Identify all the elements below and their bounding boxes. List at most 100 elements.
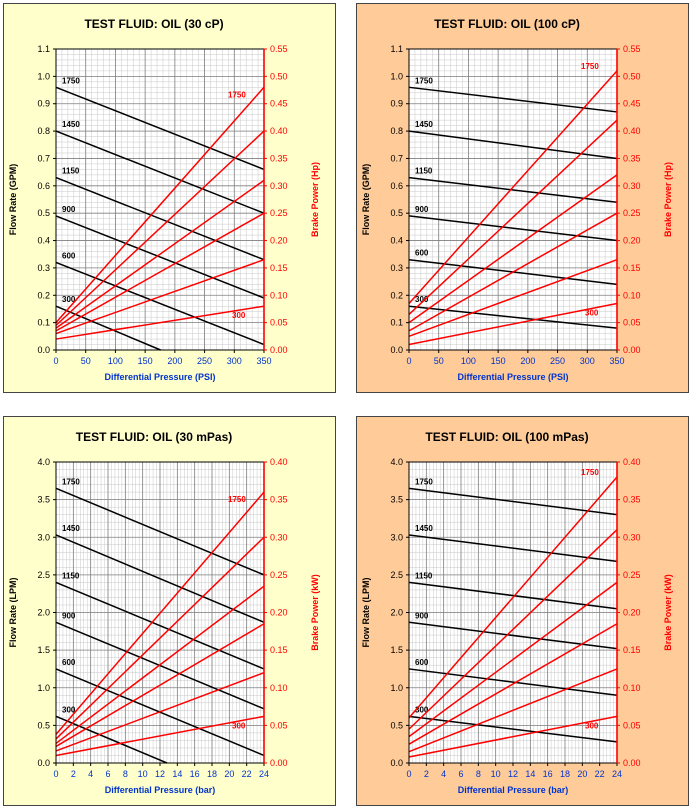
y2-tick-label: 0.30 <box>270 532 288 542</box>
y2-tick-label: 0.10 <box>623 683 641 693</box>
x-tick-label: 20 <box>577 769 587 779</box>
flow-label-1450: 1450 <box>62 120 80 129</box>
power-label-1750: 1750 <box>228 90 246 99</box>
flow-label-1750: 1750 <box>415 76 433 85</box>
y-axis-label: Flow Rate (LPM) <box>8 578 18 648</box>
flow-line-1450 <box>408 534 618 563</box>
y-tick-label: 2.5 <box>37 570 50 580</box>
x-axis-label: Differential Pressure (PSI) <box>104 372 215 382</box>
x-tick-label: 24 <box>259 769 269 779</box>
power-line-1450 <box>408 119 618 315</box>
y2-tick-label: 0.35 <box>270 153 288 163</box>
y2-tick-label: 0.45 <box>270 99 288 109</box>
power-line-900 <box>55 623 265 748</box>
y-tick-label: 1.1 <box>37 44 50 54</box>
x-tick-label: 0 <box>53 356 58 366</box>
flow-label-300: 300 <box>415 295 429 304</box>
power-line-1150 <box>55 179 265 329</box>
y-tick-label: 0.9 <box>390 99 403 109</box>
flow-line-300 <box>408 305 618 329</box>
y-tick-label: 0.4 <box>37 236 50 246</box>
y2-tick-label: 0.40 <box>623 126 641 136</box>
power-label-1750: 1750 <box>581 468 599 477</box>
x-tick-label: 16 <box>543 769 553 779</box>
power-line-300 <box>55 305 265 340</box>
flow-label-900: 900 <box>415 205 429 214</box>
y2-tick-label: 0.35 <box>623 495 641 505</box>
y-tick-label: 2.5 <box>390 570 403 580</box>
flow-line-1450 <box>408 130 618 160</box>
x-tick-label: 20 <box>224 769 234 779</box>
x-tick-label: 350 <box>609 356 624 366</box>
power-line-600 <box>55 671 265 752</box>
y-tick-label: 0.4 <box>390 236 403 246</box>
y-tick-label: 0.2 <box>37 290 50 300</box>
power-line-1450 <box>55 536 265 740</box>
x-tick-label: 8 <box>476 769 481 779</box>
power-line-1450 <box>408 529 618 730</box>
power-label-1750: 1750 <box>581 62 599 71</box>
x-tick-label: 150 <box>138 356 153 366</box>
y2-tick-label: 0.25 <box>623 570 641 580</box>
flow-label-900: 900 <box>62 611 76 620</box>
y2-tick-label: 0.35 <box>623 153 641 163</box>
flow-label-1750: 1750 <box>415 477 433 486</box>
y2-tick-label: 0.25 <box>270 570 288 580</box>
flow-line-300 <box>408 715 618 743</box>
flow-line-900 <box>408 215 618 242</box>
y2-axis-label: Brake Power (kW) <box>310 574 320 651</box>
flow-label-1750: 1750 <box>62 76 80 85</box>
x-tick-label: 0 <box>406 769 411 779</box>
y2-tick-label: 0.50 <box>623 71 641 81</box>
y-tick-label: 0.2 <box>390 290 403 300</box>
y-tick-label: 1.0 <box>390 71 403 81</box>
y2-axis-label: Brake Power (Hp) <box>310 162 320 237</box>
power-line-1750 <box>408 476 618 719</box>
flow-line-1750 <box>55 86 265 171</box>
flow-label-1150: 1150 <box>415 571 433 580</box>
chart-panel-oil-30mpas: TEST FLUID: OIL (30 mPas) 1750 1450 1150 900… <box>3 416 336 806</box>
x-tick-label: 200 <box>520 356 535 366</box>
chart-title: TEST FLUID: OIL (100 mPas) <box>425 430 588 444</box>
y2-tick-label: 0.40 <box>623 457 641 467</box>
x-tick-label: 6 <box>105 769 110 779</box>
y2-tick-label: 0.10 <box>623 290 641 300</box>
flow-line-300 <box>55 715 168 764</box>
y2-tick-label: 0.20 <box>623 236 641 246</box>
x-tick-label: 18 <box>560 769 570 779</box>
y-tick-label: 4.0 <box>37 457 50 467</box>
y-tick-label: 0.5 <box>390 208 403 218</box>
y2-axis-label: Brake Power (Hp) <box>663 162 673 237</box>
y2-axis-label: Brake Power (kW) <box>663 574 673 651</box>
flow-label-1750: 1750 <box>62 477 80 486</box>
y2-tick-label: 0.20 <box>270 608 288 618</box>
power-line-1150 <box>408 174 618 324</box>
y-tick-label: 1.5 <box>37 645 50 655</box>
x-tick-label: 200 <box>167 356 182 366</box>
chart-svg: TEST FLUID: OIL (100 cP) 1750 1450 1150 900 6… <box>361 17 673 382</box>
y2-tick-label: 0.00 <box>623 345 641 355</box>
power-line-1150 <box>408 581 618 738</box>
y2-tick-label: 0.10 <box>270 683 288 693</box>
chart-title: TEST FLUID: OIL (30 mPas) <box>76 430 232 444</box>
y-tick-label: 1.5 <box>390 645 403 655</box>
x-tick-label: 14 <box>525 769 535 779</box>
flow-label-300: 300 <box>62 705 76 714</box>
y-tick-label: 0.3 <box>390 263 403 273</box>
flow-label-600: 600 <box>415 249 429 258</box>
y-tick-label: 2.0 <box>37 608 50 618</box>
flow-line-900 <box>55 215 265 299</box>
power-line-600 <box>408 258 618 338</box>
y2-tick-label: 0.00 <box>270 345 288 355</box>
chart-svg: TEST FLUID: OIL (100 mPas) 1750 1450 1150 90… <box>361 430 673 795</box>
flow-label-1450: 1450 <box>62 524 80 533</box>
y-tick-label: 0.0 <box>390 345 403 355</box>
x-tick-label: 150 <box>491 356 506 366</box>
x-tick-label: 10 <box>491 769 501 779</box>
y-axis-label: Flow Rate (GPM) <box>8 164 18 236</box>
power-line-900 <box>408 623 618 745</box>
power-label-300: 300 <box>232 721 246 730</box>
flow-line-600 <box>408 668 618 697</box>
y2-tick-label: 0.40 <box>270 457 288 467</box>
x-tick-label: 14 <box>172 769 182 779</box>
